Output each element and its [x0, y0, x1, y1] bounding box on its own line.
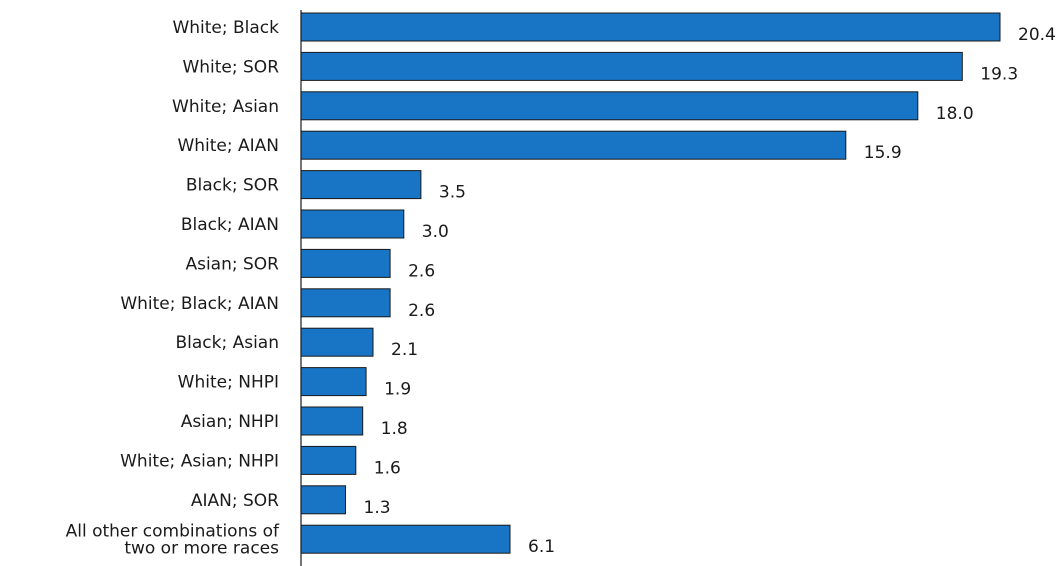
bar-value-label: 18.0 — [936, 104, 974, 124]
bar-value-label: 15.9 — [864, 143, 902, 163]
category-label: White; NHPI — [178, 373, 279, 393]
bar-value-label: 1.8 — [381, 419, 408, 439]
category-label: White; Asian — [172, 97, 279, 117]
bar — [300, 327, 374, 357]
bar — [300, 406, 364, 436]
bar-value-label: 1.6 — [374, 458, 401, 478]
category-label: Black; AIAN — [181, 215, 279, 235]
bar-value-label: 2.6 — [408, 261, 435, 281]
bar — [300, 209, 405, 239]
category-label: White; AIAN — [177, 136, 279, 156]
category-label: White; SOR — [182, 57, 279, 77]
category-label: White; Black; AIAN — [120, 294, 279, 314]
bar — [300, 367, 367, 397]
bar-value-label: 1.9 — [384, 380, 411, 400]
category-label: Asian; SOR — [185, 254, 279, 274]
bar — [300, 170, 422, 200]
category-label: Black; Asian — [175, 333, 279, 353]
category-label: Black; SOR — [186, 176, 279, 196]
bar — [300, 12, 1001, 42]
category-label: Asian; NHPI — [181, 412, 279, 432]
bar — [300, 445, 357, 475]
category-label: All other combinations of — [66, 522, 280, 542]
bar-value-label: 20.4 — [1018, 25, 1056, 45]
category-label: White; Black — [172, 18, 279, 38]
bar — [300, 485, 346, 515]
bar-value-label: 19.3 — [980, 64, 1018, 84]
bar-value-label: 3.5 — [439, 183, 466, 203]
bar — [300, 524, 511, 554]
bar-value-label: 2.1 — [391, 340, 418, 360]
bar-value-label: 6.1 — [528, 537, 555, 557]
bar-value-label: 2.6 — [408, 301, 435, 321]
category-label: two or more races — [124, 539, 279, 559]
bar — [300, 248, 391, 278]
bars-layer — [300, 12, 1001, 554]
labels-layer: 20.4 White; Black 19.3 White; SOR 18.0 White;… — [66, 18, 1056, 559]
bar — [300, 91, 919, 121]
bar — [300, 51, 963, 81]
bar-value-label: 1.3 — [364, 498, 391, 518]
category-label: AIAN; SOR — [191, 491, 279, 511]
bar-value-label: 3.0 — [422, 222, 449, 242]
bar — [300, 130, 847, 160]
bar — [300, 288, 391, 318]
category-label: White; Asian; NHPI — [120, 451, 279, 471]
